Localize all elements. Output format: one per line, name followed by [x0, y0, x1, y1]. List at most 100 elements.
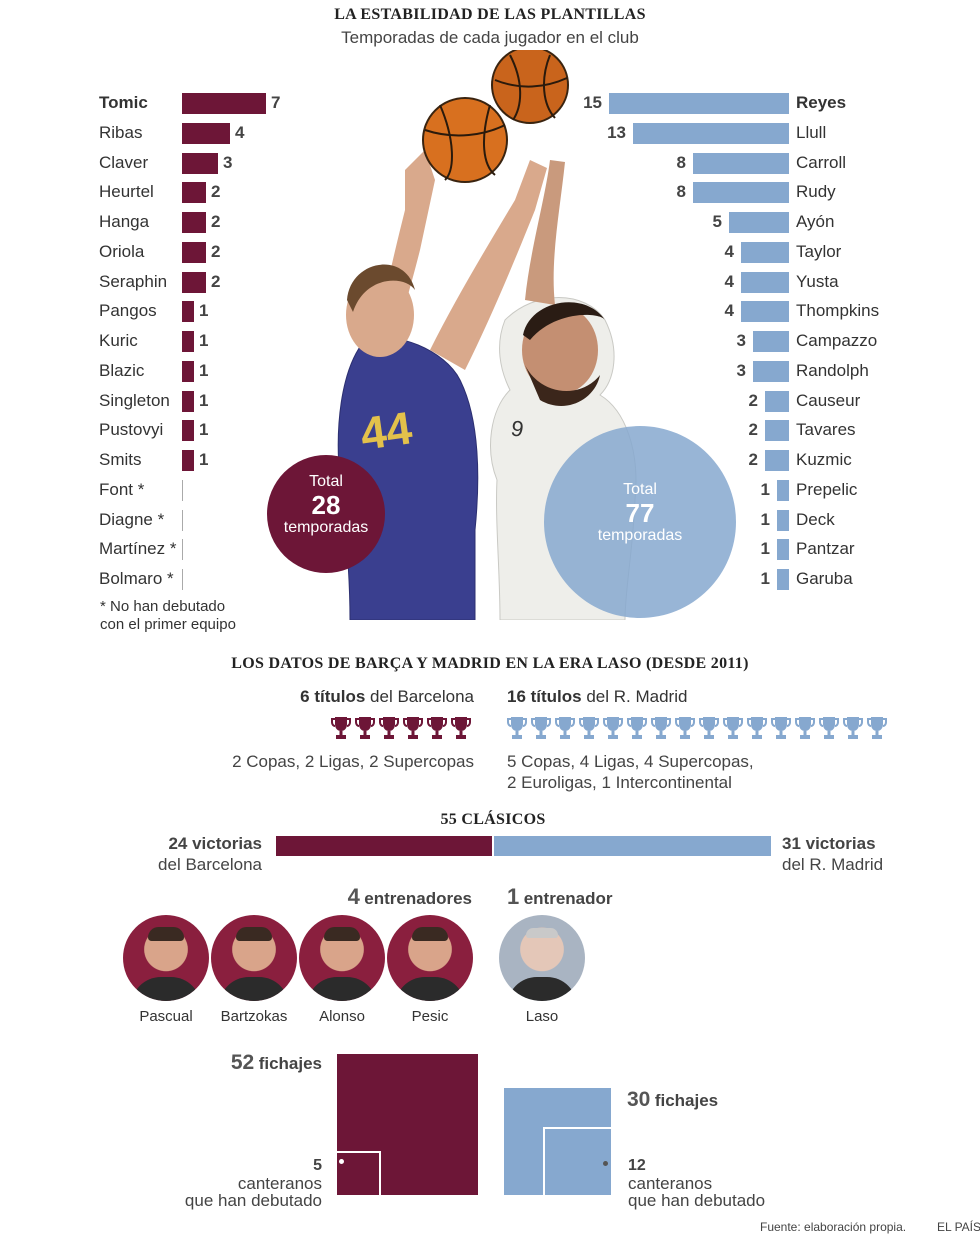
madrid-bar-value: 8	[676, 152, 686, 172]
madrid-bar-value: 2	[748, 420, 758, 440]
trophy-icon	[379, 717, 399, 739]
trophy-icon	[531, 717, 551, 739]
barca-bar-empty	[182, 539, 183, 561]
trophy-icon	[675, 717, 695, 739]
madrid-canteranos-num: 12	[628, 1157, 646, 1174]
barca-bar-value: 1	[199, 450, 209, 469]
trophy-icon	[579, 717, 599, 739]
basketball-icon	[422, 50, 569, 183]
barca-fichajes-heading: 52 fichajes	[231, 1051, 322, 1075]
coach-name: Alonso	[319, 1008, 365, 1025]
barca-player-label: Martínez *	[99, 539, 177, 559]
coach-avatar	[211, 915, 297, 1001]
coach-avatar	[299, 915, 385, 1001]
barca-titles-detail: 2 Copas, 2 Ligas, 2 Supercopas	[232, 752, 474, 771]
madrid-titles-detail-1: 5 Copas, 4 Ligas, 4 Supercopas,	[507, 752, 754, 771]
barca-wins-num: 24 victorias	[168, 834, 262, 853]
madrid-player-label: Carroll	[796, 152, 847, 172]
coach-suit	[507, 977, 577, 1001]
trophy-icon	[451, 717, 471, 739]
barca-player-label: Kuric	[99, 331, 138, 350]
madrid-bar	[741, 271, 789, 293]
barca-bar	[182, 301, 194, 323]
players-photo: 9 44	[337, 50, 637, 620]
madrid-canteranos-label: 12 canteranos que han debutado	[628, 1157, 765, 1209]
madrid-bar	[741, 301, 789, 323]
trophy-icon	[651, 717, 671, 739]
barca-bar-value: 3	[223, 152, 233, 172]
madrid-player-label: Ayón	[796, 212, 835, 231]
madrid-bar-value: 1	[760, 539, 770, 559]
barca-player-label: Blazic	[99, 360, 145, 380]
madrid-total-label-top: Total	[623, 481, 657, 498]
trophy-icon	[819, 717, 839, 739]
barca-player-label: Font *	[99, 479, 145, 499]
madrid-canteranos-text-1: canteranos	[628, 1174, 713, 1193]
barca-player-label: Heurtel	[99, 182, 154, 202]
coach-avatar	[123, 915, 209, 1001]
source-note: Fuente: elaboración propia.	[760, 1220, 907, 1234]
madrid-bar	[777, 539, 789, 561]
madrid-total-circle: Total 77 temporadas	[544, 426, 736, 618]
trophy-icon	[603, 717, 623, 739]
barca-titles-heading: 6 títulos del Barcelona	[300, 687, 474, 707]
barca-bar	[182, 122, 230, 144]
madrid-player-label: Prepelic	[796, 479, 858, 499]
madrid-wins-label: 31 victorias del R. Madrid	[782, 834, 883, 875]
madrid-player-label: Rudy	[796, 182, 836, 202]
trophy-icon	[867, 717, 887, 739]
madrid-bar-value: 1	[760, 509, 770, 529]
datos-title: LOS DATOS DE BARÇA Y MADRID EN LA ERA LA…	[231, 655, 749, 672]
madrid-player-label: Taylor	[796, 241, 842, 261]
madrid-fichajes-square	[504, 1088, 611, 1195]
madrid-player-label: Kuzmic	[796, 450, 852, 469]
madrid-trophies	[507, 716, 891, 742]
coach-name: Bartzokas	[220, 1008, 288, 1025]
barca-titles-rest: del Barcelona	[365, 687, 474, 706]
barca-bar-value: 1	[199, 360, 209, 380]
madrid-total-label-bottom: temporadas	[597, 527, 683, 544]
clasicos-bar	[276, 836, 771, 856]
madrid-bar	[633, 122, 789, 144]
madrid-bar	[765, 420, 789, 442]
madrid-total-value: 77	[625, 498, 655, 528]
clasicos-title: 55 CLÁSICOS	[440, 811, 546, 828]
trophy-icon	[771, 717, 791, 739]
barca-trophies	[331, 716, 475, 742]
madrid-player-label: Llull	[796, 122, 827, 142]
barcelona-total-label-bottom: temporadas	[283, 519, 369, 536]
trophy-icon	[355, 717, 375, 739]
madrid-bar	[777, 569, 789, 590]
barca-player-label: Tomic	[99, 93, 148, 112]
trophy-icon	[843, 717, 863, 739]
clasicos-bar-madrid	[494, 836, 771, 856]
barca-titles-num: 6 títulos	[300, 687, 366, 706]
barca-player-label: Hanga	[99, 212, 150, 231]
coach-suit	[307, 977, 377, 1001]
barca-bar-value: 7	[271, 93, 281, 112]
madrid-titles-heading: 16 títulos del R. Madrid	[507, 687, 687, 707]
barca-canteranos-text-2: que han debutado	[184, 1191, 322, 1210]
barcelona-total-label-top: Total	[309, 473, 343, 490]
madrid-bar	[753, 331, 789, 352]
madrid-bar	[765, 390, 789, 412]
madrid-player-label: Deck	[796, 509, 835, 529]
madrid-bar	[765, 450, 789, 471]
coach-avatar	[387, 915, 473, 1001]
chart-title: LA ESTABILIDAD DE LAS PLANTILLAS	[334, 6, 646, 23]
madrid-bar-value: 4	[724, 301, 734, 321]
madrid-coaches-word: entrenador	[523, 889, 613, 908]
madrid-bar	[729, 212, 789, 233]
barca-player-label: Seraphin	[99, 271, 168, 291]
madrid-canteranos-square	[543, 1127, 611, 1195]
barca-bar-value: 2	[211, 212, 221, 231]
madrid-wins-num: 31 victorias	[782, 834, 876, 853]
barca-player-label: Smits	[99, 450, 142, 469]
trophy-icon	[723, 717, 743, 739]
barca-bar	[182, 241, 206, 263]
madrid-bar	[753, 360, 789, 382]
barca-canteranos-text-1: canteranos	[237, 1174, 322, 1193]
madrid-player-label: Randolph	[796, 360, 869, 380]
barca-player-label: Pangos	[99, 301, 157, 321]
barca-bar-empty	[182, 509, 183, 531]
